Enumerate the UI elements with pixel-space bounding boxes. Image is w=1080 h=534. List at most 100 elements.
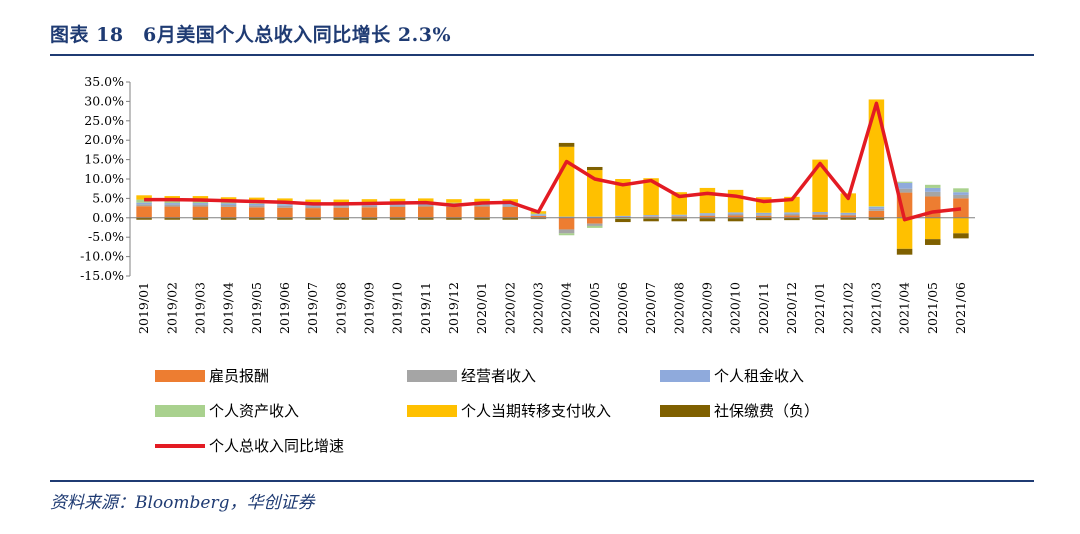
bar-segment-social: [333, 217, 349, 220]
bar-segment-transfer: [840, 193, 856, 213]
bar-segment-compensation: [305, 208, 321, 218]
bar-segment-proprietors: [558, 229, 575, 234]
bar-segment-social: [164, 217, 180, 220]
bar-segment-proprietors: [220, 204, 237, 207]
bar-segment-rental: [840, 212, 856, 215]
bar-segment-rental: [587, 216, 603, 218]
bar-segment-compensation: [389, 206, 406, 218]
bar-segment-transfer: [643, 178, 659, 216]
bar-segment-rental: [868, 206, 885, 209]
bar-segment-proprietors: [361, 205, 378, 208]
bar-segment-proprietors: [305, 206, 321, 209]
bar-segment-transfer: [925, 217, 941, 240]
series-line-total: [144, 101, 962, 222]
y-tick-label: -15.0%: [80, 268, 124, 283]
bar-segment-proprietors: [953, 194, 969, 199]
x-tick-label: 2021/02: [840, 282, 855, 334]
bar-segment-rental: [502, 203, 518, 206]
x-tick-label: 2021/01: [812, 282, 827, 334]
bar-segment-rental: [249, 203, 265, 206]
x-tick-label: 2020/05: [587, 282, 602, 334]
x-tick-label: 2020/06: [615, 282, 630, 334]
bar-segment-assets: [164, 200, 180, 204]
bar-segment-compensation: [249, 207, 265, 218]
legend-label-total: 个人总收入同比增速: [209, 437, 344, 455]
bar-segment-rental: [756, 212, 772, 215]
x-tick-label: 2020/09: [699, 282, 714, 334]
bar-segment-proprietors: [727, 213, 744, 216]
bar-segment-transfer: [896, 217, 913, 249]
bar-segment-compensation: [671, 216, 687, 218]
x-tick-label: 2020/02: [502, 282, 517, 334]
bar-segment-social: [220, 217, 237, 220]
bar-segment-rental: [784, 212, 800, 214]
bar-segment-compensation: [868, 210, 885, 218]
bar-segment-social: [474, 217, 490, 220]
y-tick-label: 10.0%: [84, 171, 124, 186]
bar-segment-assets: [530, 213, 547, 215]
y-tick-label: 35.0%: [84, 74, 124, 89]
bar-segment-rental: [699, 213, 716, 215]
bar-segment-social: [868, 217, 885, 220]
x-tick-label: 2020/08: [671, 282, 686, 334]
bar-segment-transfer: [418, 198, 434, 202]
bar-segment-compensation: [812, 214, 828, 218]
bar-segment-rental: [812, 211, 828, 214]
y-tick-label: 20.0%: [84, 132, 124, 147]
x-tick-label: 2020/12: [784, 282, 799, 334]
bar-segment-compensation: [558, 217, 575, 230]
bar-segment-rental: [305, 204, 321, 207]
bar-segment-proprietors: [643, 216, 659, 217]
bar-segment-assets: [925, 184, 941, 188]
bar-segment-compensation: [361, 207, 378, 218]
bar-segment-social: [699, 218, 716, 222]
legend-label-assets: 个人资产收入: [209, 402, 299, 420]
bar-segment-proprietors: [249, 205, 265, 208]
bar-segment-rental: [558, 216, 575, 218]
bar-segment-rental: [925, 187, 941, 192]
bar-segment-social: [446, 217, 462, 220]
y-tick-label: 25.0%: [84, 113, 124, 128]
bar-segment-rental: [953, 192, 969, 195]
bar-segment-social: [192, 217, 209, 220]
source-note: 资料来源：Bloomberg，华创证券: [50, 493, 315, 513]
bar-segment-social: [305, 217, 321, 220]
bar-segment-social: [896, 248, 913, 255]
bar-segment-rental: [643, 215, 659, 217]
total-line-group: [144, 101, 962, 222]
bar-segment-transfer: [277, 198, 293, 203]
bar-segment-compensation: [530, 215, 547, 218]
bar-segment-compensation: [418, 206, 434, 218]
bar-segment-proprietors: [812, 213, 828, 215]
bar-segment-rental: [136, 202, 152, 205]
bar-segment-rental: [727, 212, 744, 214]
bar-segment-compensation: [474, 206, 490, 218]
bar-segment-proprietors: [333, 206, 349, 208]
bar-segment-social: [502, 217, 518, 220]
y-tick-label: -10.0%: [80, 249, 124, 264]
x-tick-label: 2021/06: [953, 282, 968, 334]
bar-segment-proprietors: [756, 214, 772, 216]
x-tick-label: 2020/04: [559, 282, 574, 334]
bar-segment-social: [671, 218, 687, 222]
bar-segment-assets: [896, 181, 913, 183]
bar-segment-rental: [164, 203, 180, 205]
bar-segment-compensation: [220, 206, 237, 218]
bar-segment-social: [361, 217, 378, 220]
bar-segment-proprietors: [925, 191, 941, 197]
x-tick-label: 2019/02: [164, 282, 179, 334]
bar-segment-rental: [192, 203, 209, 205]
legend-swatch-rental: [660, 370, 710, 382]
bar-segment-compensation: [840, 215, 856, 218]
bar-segment-proprietors: [671, 215, 687, 217]
y-tick-label: 5.0%: [92, 190, 124, 205]
bar-segment-transfer: [727, 189, 744, 213]
bar-segment-compensation: [277, 207, 293, 218]
y-tick-label: 0.0%: [92, 210, 124, 225]
bar-segment-compensation: [699, 215, 716, 218]
x-tick-label: 2019/04: [221, 282, 236, 334]
bar-segment-compensation: [756, 215, 772, 218]
bar-segment-transfer: [812, 159, 828, 212]
bar-segment-transfer: [136, 195, 152, 200]
bar-segment-assets: [868, 206, 885, 207]
